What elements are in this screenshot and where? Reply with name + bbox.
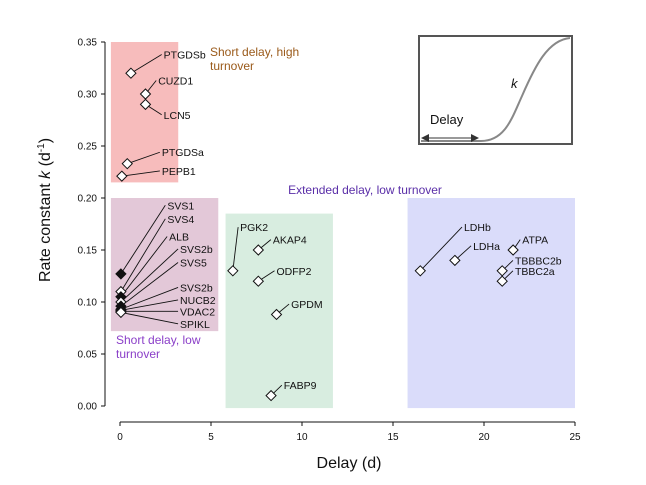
leader-line — [232, 227, 239, 271]
point-label: PTGDSb — [164, 49, 206, 61]
short-high-label-line2: turnover — [210, 59, 254, 73]
point-label: SVS5 — [180, 257, 207, 269]
x-tick-label: 0 — [117, 432, 123, 443]
point-label: FABP9 — [284, 380, 317, 392]
data-point — [227, 265, 239, 277]
short-low-label-line2: turnover — [116, 347, 160, 361]
point-label: TBBC2a — [515, 266, 555, 278]
point-label: ALB — [169, 231, 189, 243]
short-low-label-line1: Short delay, low — [116, 333, 201, 347]
point-label: ODFP2 — [277, 266, 312, 278]
leader-line-layer — [120, 54, 521, 396]
data-point — [139, 98, 152, 111]
x-tick-label: 10 — [296, 432, 308, 443]
leader-line — [419, 226, 463, 272]
extended-delay-label: Extended delay, low turnover — [288, 183, 442, 197]
leader-line — [120, 311, 179, 325]
y-tick-label: 0.25 — [78, 142, 98, 153]
delay-arrow-left-icon — [421, 134, 429, 142]
data-point — [116, 170, 128, 182]
data-point — [121, 157, 133, 170]
point-label: NUCB2 — [180, 295, 216, 307]
point-label: CUZD1 — [158, 75, 193, 87]
inset-diagram: Delay k — [418, 35, 573, 145]
point-label: PEPB1 — [162, 166, 196, 178]
point-label: SVS4 — [167, 214, 194, 226]
data-point — [449, 254, 461, 267]
data-point — [252, 244, 265, 256]
x-tick-label: 15 — [387, 432, 399, 443]
data-point — [507, 244, 519, 256]
inset-curve — [421, 37, 571, 142]
leader-line — [120, 248, 179, 303]
region-extended-delay-right — [407, 198, 575, 409]
x-tick-label: 25 — [569, 432, 581, 443]
leader-line — [127, 151, 161, 165]
data-point-layer — [115, 67, 519, 402]
data-point — [270, 308, 283, 321]
y-tick-label: 0.10 — [78, 298, 98, 309]
leader-line — [120, 299, 179, 311]
point-label: VDAC2 — [180, 306, 215, 318]
leader-line — [120, 287, 179, 310]
x-tick-label: 20 — [478, 432, 490, 443]
point-label-layer: PTGDSbCUZD1LCN5PTGDSaPEPB1SVS1SVS4ALBSVS… — [158, 49, 562, 392]
y-tick-label: 0.00 — [78, 402, 98, 413]
point-label: PGK2 — [240, 222, 268, 234]
short-high-label-line1: Short delay, high — [210, 45, 299, 59]
point-label: TBBBC2b — [515, 255, 562, 267]
point-label: PTGDSa — [162, 147, 204, 159]
leader-line — [120, 262, 179, 307]
point-label: ATPA — [522, 235, 548, 247]
y-axis-title: Rate constant k (d-1) — [36, 138, 54, 282]
y-tick-label: 0.05 — [78, 350, 98, 361]
point-label: GPDM — [291, 299, 323, 311]
point-label: SVS2b — [180, 282, 213, 294]
leader-line — [120, 218, 166, 292]
point-label: LDHa — [473, 241, 500, 253]
y-tick-label: 0.30 — [78, 90, 98, 101]
axes-layer: 0.00 0.05 0.10 0.15 0.20 0.25 0.30 0.35 0 5 10 15 20… — [78, 38, 581, 444]
point-label: LCN5 — [164, 110, 191, 122]
data-point — [115, 268, 127, 280]
data-point — [496, 275, 508, 287]
region-layer — [110, 42, 575, 409]
point-label: SPIKL — [180, 319, 210, 331]
data-point — [125, 67, 137, 79]
x-axis-title: Delay (d) — [317, 455, 382, 472]
data-point — [252, 275, 265, 287]
leader-line — [121, 170, 160, 177]
y-tick-label: 0.20 — [78, 194, 98, 205]
point-label: AKAP4 — [273, 235, 307, 247]
data-point — [115, 306, 127, 319]
point-label: SVS2b — [180, 244, 213, 256]
leader-line — [120, 205, 166, 275]
inset-k-label: k — [511, 76, 519, 91]
inset-delay-label: Delay — [430, 112, 464, 127]
x-tick-label: 5 — [208, 432, 214, 443]
point-label: SVS1 — [167, 200, 194, 212]
point-label: LDHb — [464, 222, 491, 234]
data-point — [414, 265, 427, 277]
region-extended-delay-middle — [225, 213, 333, 409]
y-tick-label: 0.35 — [78, 38, 98, 49]
leader-line — [130, 54, 162, 74]
delay-arrow-right-icon — [471, 134, 479, 142]
leader-line — [120, 236, 168, 298]
data-point — [265, 389, 277, 402]
inset-frame — [418, 35, 573, 145]
y-tick-label: 0.15 — [78, 246, 98, 257]
